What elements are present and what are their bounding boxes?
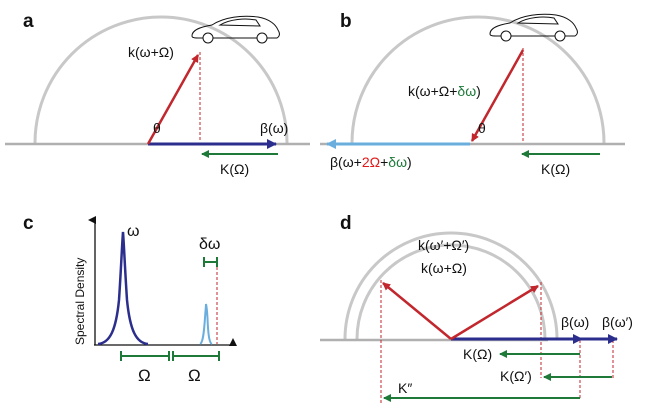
panel-d-letter: d	[340, 213, 352, 234]
panel-c-y-axis-label: Spectral Density	[73, 258, 87, 345]
panel-c-letter: c	[23, 213, 34, 234]
panel-c-omega-1-label: Ω	[138, 366, 151, 385]
panel-d-beta-prime-label: β(ω′)	[602, 314, 633, 330]
panel-b-beta-plus: +	[380, 154, 388, 170]
panel-a: a k(ω+Ω) θ β(ω) K(Ω)	[5, 11, 310, 177]
panel-b-letter: b	[340, 11, 352, 32]
panel-b-k-label: k(ω+Ω+δω)	[408, 83, 481, 99]
panel-c-delta-omega-label: δω	[199, 236, 220, 253]
panel-d-k-inner-label: k(ω+Ω)	[421, 260, 467, 276]
panel-b-beta-label: β(ω+2Ω+δω)	[330, 154, 412, 170]
panel-a-theta: θ	[153, 120, 161, 136]
panel-a-k-label: k(ω+Ω)	[128, 44, 174, 60]
panel-b-semicircle	[350, 15, 606, 144]
panel-d-K-double-prime-label: K″	[398, 380, 412, 396]
panel-a-k-arrow	[146, 54, 200, 145]
car-outline-icon	[489, 13, 578, 42]
panel-d-k-left-arrow	[382, 282, 452, 340]
panel-b-K-label: K(Ω)	[541, 161, 570, 177]
panel-d-k-outer-label: k(ω′+Ω′)	[418, 237, 469, 253]
panel-a-beta-label: β(ω)	[260, 120, 288, 136]
panel-b-theta: θ	[478, 120, 486, 136]
panel-a-K-label: K(Ω)	[220, 161, 249, 177]
panel-b-k-suffix: )	[476, 83, 481, 99]
panel-b-k-delta: δω	[457, 83, 476, 99]
panel-b: b k(ω+Ω+δω) θ β(ω+2Ω+δω) K(Ω)	[320, 11, 625, 177]
panel-b-beta-suffix: )	[407, 154, 412, 170]
panel-d-K-prime-label: K(Ω′)	[500, 368, 532, 384]
panel-b-beta-prefix: β(ω+	[330, 154, 362, 170]
panel-c-omega-label: ω	[127, 223, 140, 240]
panel-d-beta-label: β(ω)	[561, 314, 589, 330]
panel-a-semicircle	[33, 15, 289, 144]
panel-c-omega-2-label: Ω	[188, 366, 201, 385]
panel-d-outer-semicircle	[343, 231, 559, 340]
panel-b-beta-delta: δω	[388, 154, 407, 170]
panel-d-k-right-arrow	[450, 284, 539, 341]
panel-c: c Spectral Density ω δω Ω Ω	[23, 213, 237, 385]
panel-b-k-arrow	[470, 49, 525, 142]
panel-d-K-label: K(Ω)	[463, 346, 492, 362]
panel-b-beta-two-omega: 2Ω	[362, 154, 380, 170]
panel-c-omega-peak-curve	[97, 231, 149, 346]
panel-d: d k(ω′+Ω′) k(ω+Ω) β(ω) β(ω′) K(Ω) K(Ω′) …	[320, 213, 633, 404]
panel-c-delta-peak-curve	[199, 303, 213, 345]
car-outline-icon	[191, 15, 280, 44]
panel-b-k-prefix: k(ω+Ω+	[408, 83, 457, 99]
panel-a-letter: a	[23, 11, 34, 32]
panel-d-inner-semicircle	[355, 243, 547, 340]
